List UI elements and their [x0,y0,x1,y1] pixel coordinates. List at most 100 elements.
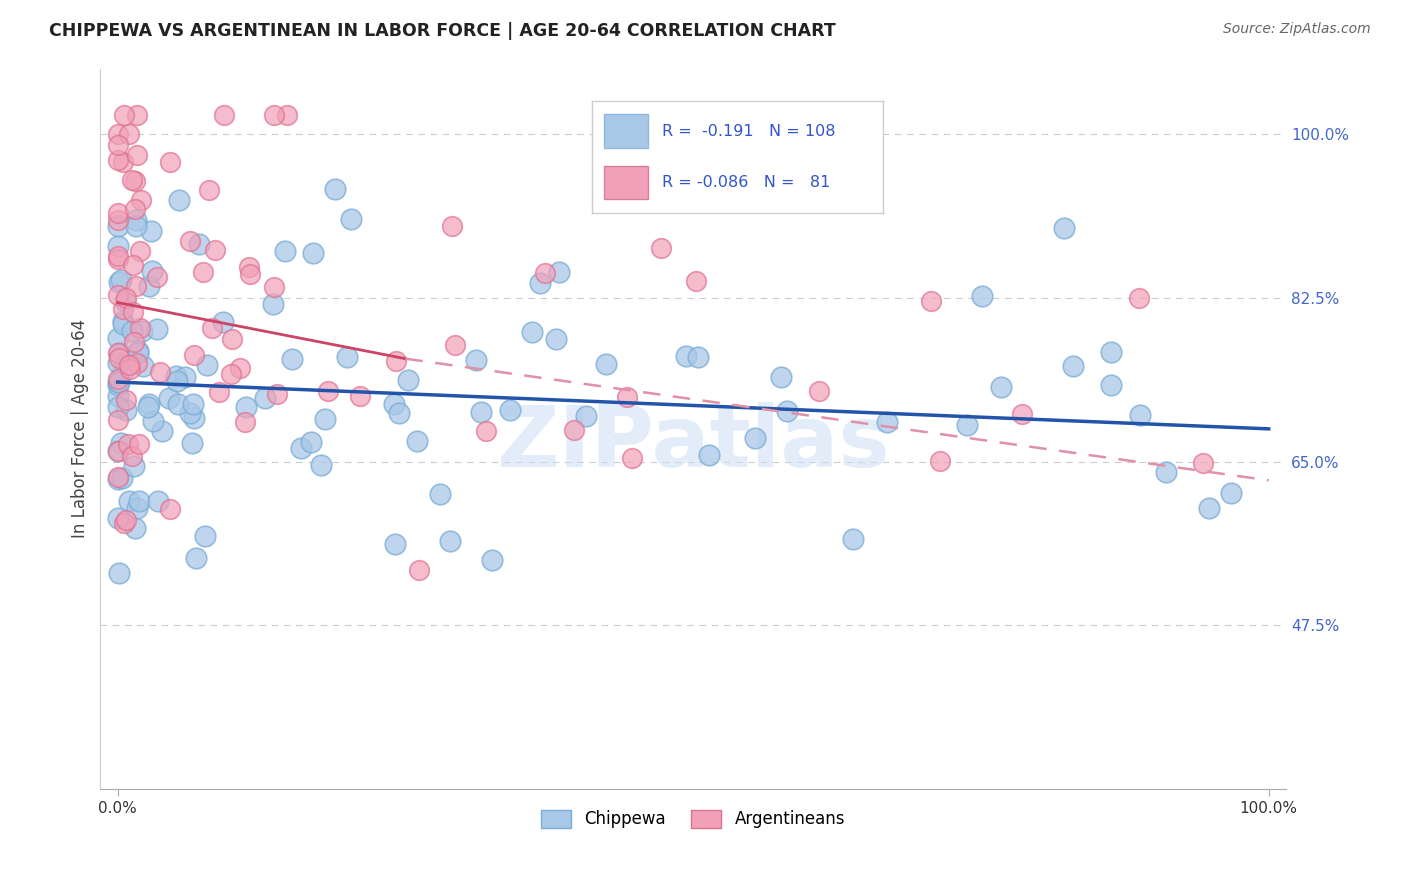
Point [107,239,129,253]
Point [1128,291,1150,305]
Point [301,246,323,260]
Point [108,351,131,365]
Point [239,268,262,282]
Point [107,153,129,168]
Point [107,275,129,289]
Point [465,352,488,367]
Point [159,155,181,169]
Point [956,417,979,432]
Point [122,258,145,272]
Point [276,108,298,122]
Point [444,338,467,352]
Point [142,414,165,428]
Point [262,297,284,311]
Point [107,252,129,267]
Point [221,332,243,346]
Point [1129,409,1152,423]
Point [1191,456,1213,470]
Point [128,494,150,508]
Point [112,108,135,122]
Point [129,321,152,335]
Point [1011,407,1033,421]
Point [107,372,129,386]
Point [167,193,190,207]
Point [114,403,136,417]
Point [179,234,201,248]
Point [254,392,277,406]
Point [405,434,427,449]
Point [1062,359,1084,374]
Point [107,356,129,370]
Point [117,436,139,450]
Point [125,108,148,122]
Point [138,279,160,293]
Point [1219,485,1241,500]
Point [107,375,129,389]
Point [112,317,135,331]
Point [181,436,204,450]
Point [769,369,792,384]
Point [107,127,129,141]
Point [174,370,197,384]
Point [127,344,149,359]
Y-axis label: In Labor Force | Age 20-64: In Labor Force | Age 20-64 [72,319,89,539]
Point [110,273,132,287]
Point [121,324,143,338]
Point [124,279,146,293]
Point [744,431,766,445]
Point [107,206,129,220]
Point [115,513,138,527]
Point [107,470,129,484]
Point [120,362,142,376]
Point [115,291,138,305]
Point [575,409,598,423]
Point [114,392,136,407]
Point [309,458,332,472]
Point [166,374,188,388]
Point [263,280,285,294]
Point [181,397,204,411]
Point [299,434,322,449]
Point [1099,378,1122,392]
Point [108,566,131,581]
Point [111,314,134,328]
Point [107,389,129,403]
Point [440,219,463,233]
Point [429,487,451,501]
Point [183,348,205,362]
Point [408,563,430,577]
Point [238,260,260,274]
Point [544,332,567,346]
Point [266,387,288,401]
Point [121,450,143,464]
Point [107,412,129,426]
Point [121,173,143,187]
Point [621,450,644,465]
Text: ZIPatlas: ZIPatlas [496,401,890,484]
Point [697,448,720,462]
Point [122,458,145,473]
Point [112,155,135,169]
Point [876,415,898,429]
Point [616,390,638,404]
Point [675,349,697,363]
Point [384,537,406,551]
Point [1099,344,1122,359]
Point [107,137,129,152]
Point [107,249,129,263]
Point [499,402,522,417]
Point [129,193,152,207]
Point [107,444,129,458]
Point [125,219,148,234]
Point [201,321,224,335]
Point [107,212,129,227]
Point [127,500,149,515]
Point [107,472,129,486]
Point [118,127,141,141]
Point [159,391,181,405]
Point [111,364,134,378]
Point [124,202,146,216]
Point [124,174,146,188]
Point [149,365,172,379]
Point [124,520,146,534]
